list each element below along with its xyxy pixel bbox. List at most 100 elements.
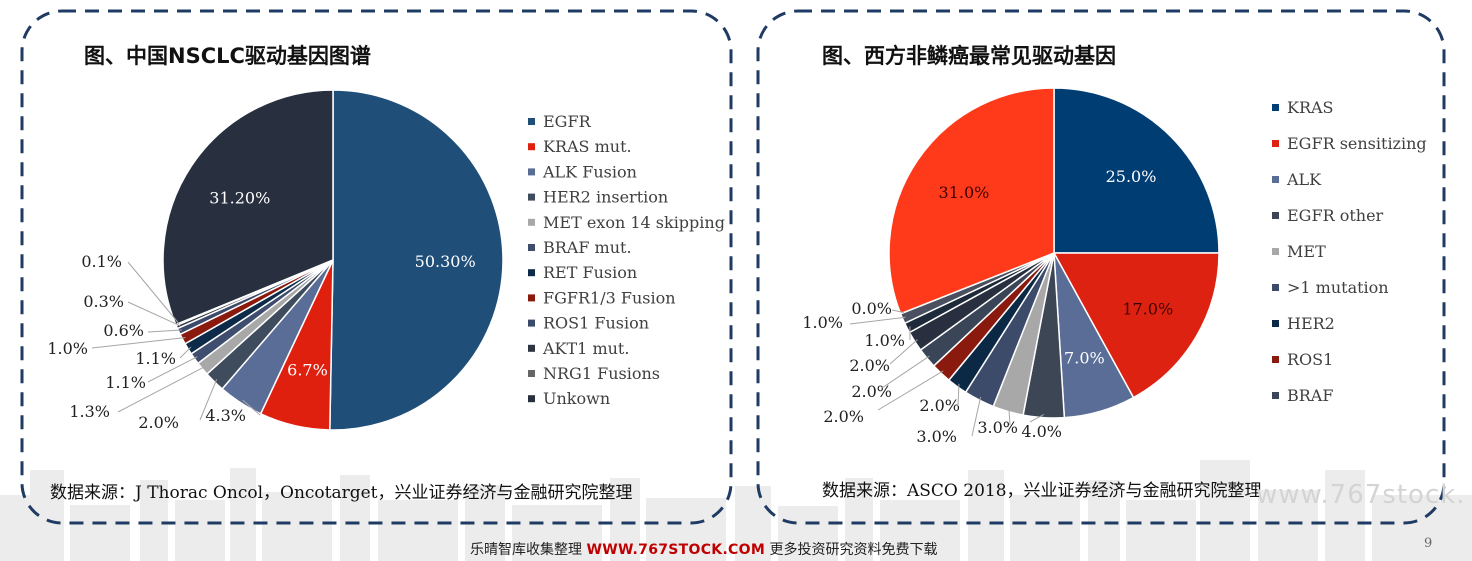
right-data-label-alk: 7.0%: [1064, 349, 1105, 368]
left-leader-line-akt1-mut: [127, 301, 181, 327]
left-legend-label: EGFR: [543, 112, 592, 131]
footer-right-text: 更多投资研究资料免费下载: [769, 542, 938, 558]
right-leader-line-unnamed-11: [849, 316, 906, 325]
left-leader-line-alk-fusion: [242, 399, 261, 416]
right-legend-swatch: [1272, 212, 1279, 219]
right-chart-title: 图、西方非鳞癌最常见驱动基因: [822, 44, 1116, 68]
left-leader-line-braf-mut: [147, 356, 198, 383]
left-legend-label: NRG1 Fusions: [543, 364, 660, 383]
right-leader-line-unnamed-12: [891, 309, 904, 314]
left-panel-frame: [20, 9, 733, 525]
left-data-label-her2-insertion: 2.0%: [138, 413, 179, 432]
right-legend-label: ALK: [1286, 170, 1322, 189]
left-slice-unkown: [162, 89, 334, 326]
left-legend-swatch: [528, 193, 535, 201]
left-legend-label: AKT1 mut.: [542, 339, 629, 358]
right-legend-swatch: [1272, 320, 1279, 327]
footer-site-link[interactable]: WWW.767STOCK.COM: [586, 542, 766, 558]
left-legend-label: MET exon 14 skipping: [543, 213, 725, 232]
right-panel-frame: [756, 9, 1446, 525]
right-legend-label: >1 mutation: [1287, 278, 1389, 297]
left-data-label-ros1-fusion: 0.6%: [103, 321, 144, 340]
left-legend-swatch: [528, 319, 535, 327]
right-data-label-unnamed-13: 31.0%: [939, 183, 990, 202]
right-data-label-1-mutation: 3.0%: [916, 427, 957, 446]
left-legend-swatch: [528, 168, 535, 176]
right-slice-egfr-sensitizing: [1052, 252, 1220, 399]
left-leader-line-ret-fusion: [179, 346, 192, 359]
left-data-label-braf-mut: 1.1%: [105, 373, 146, 392]
right-data-label-kras: 25.0%: [1106, 167, 1157, 186]
left-legend-swatch: [528, 218, 535, 226]
right-legend-swatch: [1272, 284, 1279, 291]
left-data-label-unkown: 31.20%: [209, 189, 270, 208]
left-legend-label: RET Fusion: [543, 263, 637, 282]
right-legend-label: KRAS: [1287, 98, 1334, 117]
right-data-label-unnamed-9: 2.0%: [849, 356, 890, 375]
left-leader-line-met-exon-14-skipping: [117, 366, 206, 413]
left-data-label-alk-fusion: 4.3%: [205, 406, 246, 425]
left-data-label-met-exon-14-skipping: 1.3%: [69, 402, 110, 421]
left-legend-swatch: [528, 294, 535, 302]
right-legend-swatch: [1272, 176, 1279, 183]
right-source-note: 数据来源：ASCO 2018，兴业证券经济与金融研究院整理: [822, 481, 1262, 501]
right-data-label-unnamed-11: 1.0%: [802, 313, 843, 332]
right-legend-swatch: [1272, 392, 1279, 399]
right-pie-chart: 25.0%17.0%7.0%4.0%3.0%3.0%2.0%2.0%2.0%2.…: [802, 87, 1427, 446]
right-legend-label: EGFR sensitizing: [1287, 134, 1427, 153]
left-chart-title: 图、中国NSCLC驱动基因图谱: [84, 44, 371, 68]
right-data-label-braf: 2.0%: [851, 382, 892, 401]
left-leader-line-ros1-fusion: [147, 329, 182, 333]
right-legend-label: BRAF: [1287, 386, 1333, 405]
right-leader-line-unnamed-9: [889, 339, 918, 365]
right-legend-swatch: [1272, 248, 1279, 255]
left-legend-label: KRAS mut.: [543, 137, 632, 156]
right-data-label-unnamed-12: 0.0%: [851, 299, 892, 318]
watermark-text: www.767stock.: [1256, 480, 1466, 510]
left-legend-label: HER2 insertion: [543, 188, 668, 207]
right-slice-unnamed-13: [888, 87, 1055, 315]
right-legend-label: EGFR other: [1287, 206, 1384, 225]
left-data-label-fgfr1-3-fusion: 1.0%: [47, 339, 88, 358]
right-data-label-unnamed-10: 1.0%: [864, 331, 905, 350]
left-leader-line-fgfr1-3-fusion: [91, 336, 186, 349]
right-data-label-egfr-sensitizing: 17.0%: [1122, 299, 1173, 318]
right-legend-label: HER2: [1287, 314, 1335, 333]
left-leader-line-nrg1-fusions: [127, 261, 180, 325]
footer-left-text: 乐晴智库收集整理: [470, 542, 582, 558]
right-legend-swatch: [1272, 104, 1279, 111]
right-leader-line-met: [1008, 408, 1011, 426]
page-number: 9: [1424, 536, 1433, 551]
left-data-label-nrg1-fusions: 0.1%: [81, 252, 122, 271]
right-leader-line-egfr-other: [1029, 413, 1045, 423]
left-legend-swatch: [528, 370, 535, 377]
right-data-label-egfr-other: 4.0%: [1021, 422, 1062, 441]
right-data-label-met: 3.0%: [977, 418, 1018, 437]
left-legend-swatch: [528, 244, 535, 251]
left-slice-egfr: [329, 89, 504, 431]
left-legend-label: BRAF mut.: [543, 238, 632, 257]
left-legend-swatch: [528, 118, 535, 125]
right-chart-panel: 图、西方非鳞癌最常见驱动基因 25.0% 17.0% 7.0% 4.0% 3.0% 3.0…: [740, 0, 1472, 535]
right-legend-label: ROS1: [1287, 350, 1333, 369]
left-chart-panel: 图、中国NSCLC驱动基因图谱 50.30% 6.7% 4.3% 2.0% 1.3% 1.…: [0, 0, 740, 535]
left-legend-swatch: [528, 344, 535, 352]
right-data-label-her2: 2.0%: [919, 396, 960, 415]
right-legend-label: MET: [1287, 242, 1326, 261]
left-data-label-akt1-mut: 0.3%: [83, 292, 124, 311]
left-data-label-ret-fusion: 1.1%: [135, 349, 176, 368]
left-legend-swatch: [528, 143, 535, 151]
left-legend-label: Unkown: [543, 389, 610, 408]
right-leader-line-1-mutation: [971, 396, 982, 437]
left-leader-line-her2-insertion: [199, 379, 218, 421]
left-pie-chart: 50.30% 6.7% 4.3% 2.0% 1.3% 1.1% 1.1% 1.0% 0.6% 0.…: [47, 89, 725, 432]
right-leader-line-ros1: [877, 370, 944, 411]
left-data-label-kras-mut: 6.7%: [287, 360, 328, 379]
left-legend-label: ALK Fusion: [542, 162, 637, 181]
right-legend-swatch: [1272, 140, 1279, 147]
right-slice-kras: [1053, 87, 1220, 254]
right-leader-line-her2: [957, 383, 960, 407]
right-legend-swatch: [1272, 356, 1279, 363]
footer-bar: 乐晴智库收集整理 WWW.767STOCK.COM 更多投资研究资料免费下载: [470, 539, 938, 559]
